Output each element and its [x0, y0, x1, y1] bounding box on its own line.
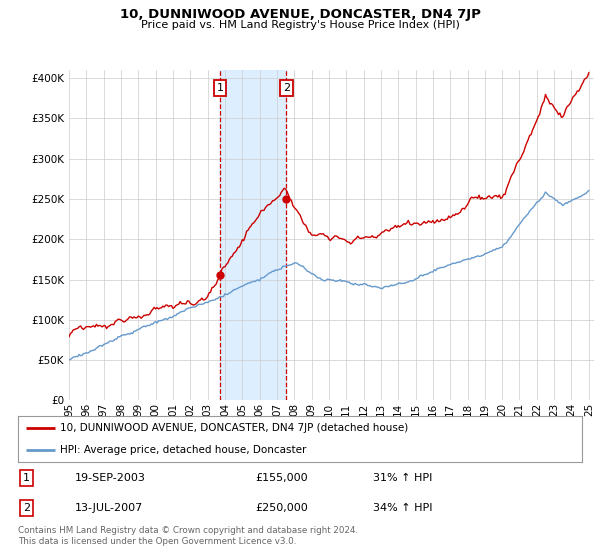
Text: £155,000: £155,000	[255, 473, 308, 483]
Text: 19-SEP-2003: 19-SEP-2003	[74, 473, 145, 483]
Text: HPI: Average price, detached house, Doncaster: HPI: Average price, detached house, Donc…	[60, 445, 307, 455]
Text: 10, DUNNIWOOD AVENUE, DONCASTER, DN4 7JP: 10, DUNNIWOOD AVENUE, DONCASTER, DN4 7JP	[119, 8, 481, 21]
Text: 10, DUNNIWOOD AVENUE, DONCASTER, DN4 7JP (detached house): 10, DUNNIWOOD AVENUE, DONCASTER, DN4 7JP…	[60, 423, 409, 433]
Text: 2: 2	[283, 83, 290, 93]
Text: 2: 2	[23, 503, 30, 514]
Text: 13-JUL-2007: 13-JUL-2007	[74, 503, 143, 514]
Text: 31% ↑ HPI: 31% ↑ HPI	[373, 473, 433, 483]
Text: £250,000: £250,000	[255, 503, 308, 514]
Bar	[220, 70, 286, 400]
Text: Contains HM Land Registry data © Crown copyright and database right 2024.
This d: Contains HM Land Registry data © Crown c…	[18, 526, 358, 546]
Text: 1: 1	[23, 473, 30, 483]
Text: 1: 1	[217, 83, 224, 93]
Text: 34% ↑ HPI: 34% ↑ HPI	[373, 503, 433, 514]
Text: Price paid vs. HM Land Registry's House Price Index (HPI): Price paid vs. HM Land Registry's House …	[140, 20, 460, 30]
